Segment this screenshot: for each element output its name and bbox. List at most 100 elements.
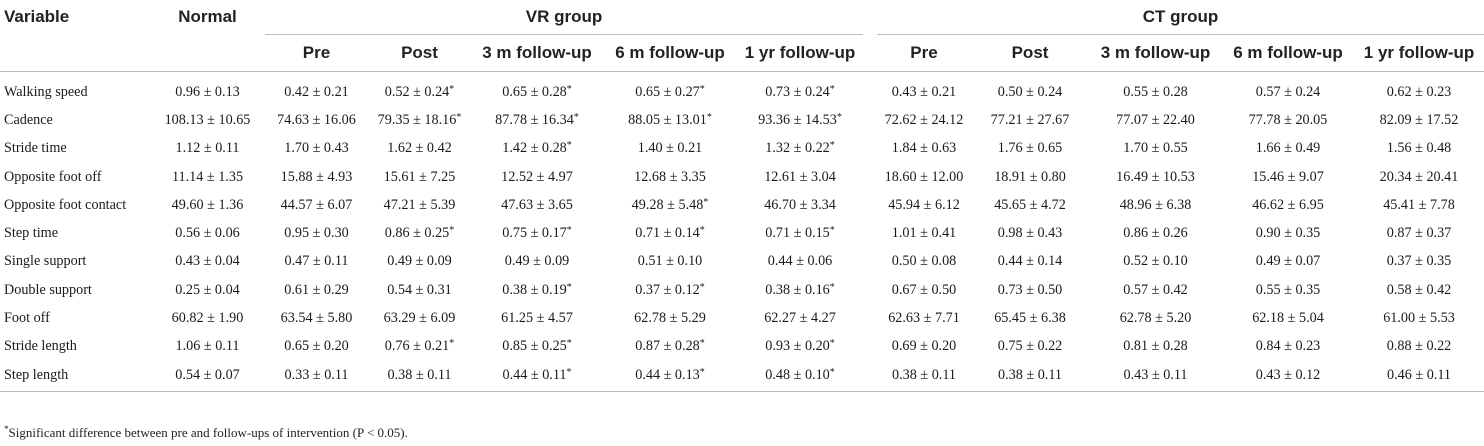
ct-value-cell: 0.43 ± 0.11: [1089, 360, 1223, 392]
header-vr-group: VR group: [265, 0, 864, 35]
normal-value-cell: 1.06 ± 0.11: [175, 338, 240, 355]
ct-value-cell: 0.58 ± 0.42: [1386, 281, 1452, 298]
ct-value-cell: 77.07 ± 22.40: [1116, 111, 1195, 128]
vr-value-cell: 15.61 ± 7.25: [383, 168, 456, 185]
normal-value-cell: 1.12 ± 0.11: [175, 140, 240, 157]
vr-value-cell: 0.95 ± 0.30: [284, 225, 349, 242]
variable-name-cell: Opposite foot contact: [4, 196, 127, 213]
gap-cell: [863, 72, 877, 107]
ct-value-cell: 0.84 ± 0.23: [1255, 338, 1321, 355]
header-ct-3m: 3 m follow-up: [1089, 34, 1223, 72]
ct-value-cell: 77.21 ± 27.67: [990, 111, 1070, 128]
ct-value-cell: 0.73 ± 0.50: [997, 281, 1063, 298]
ct-value-cell: 1.84 ± 0.63: [891, 140, 957, 157]
vr-value-cell: 0.93 ± 0.20*: [765, 338, 835, 355]
table-row: Double support 0.25 ± 0.04 0.61 ± 0.29 0.54…: [0, 276, 1484, 304]
ct-value-cell: 82.09 ± 17.52: [1379, 111, 1459, 128]
ct-value-cell: 0.50 ± 0.08: [891, 253, 957, 270]
vr-value-cell: 0.37 ± 0.12*: [635, 281, 705, 298]
vr-value-cell: 63.54 ± 5.80: [280, 310, 353, 327]
header-row-timepoints: Pre Post 3 m follow-up 6 m follow-up 1 y…: [0, 34, 1484, 72]
ct-value-cell: 0.38 ± 0.11: [971, 360, 1090, 392]
vr-value-cell: 0.61 ± 0.29: [284, 281, 349, 298]
normal-value-cell: 60.82 ± 1.90: [171, 310, 244, 327]
ct-value-cell: 0.87 ± 0.37: [1386, 225, 1452, 242]
ct-value-cell: 1.66 ± 0.49: [1255, 140, 1321, 157]
header-ct-pre: Pre: [877, 34, 972, 72]
vr-value-cell: 0.85 ± 0.25*: [502, 338, 572, 355]
header-vr-3m: 3 m follow-up: [471, 34, 603, 72]
vr-value-cell: 0.71 ± 0.15*: [765, 225, 835, 242]
vr-value-cell: 12.61 ± 3.04: [764, 168, 836, 185]
vr-value-cell: 79.35 ± 18.16*: [377, 111, 462, 128]
ct-value-cell: 0.49 ± 0.07: [1255, 253, 1321, 270]
ct-value-cell: 0.67 ± 0.50: [891, 281, 957, 298]
ct-value-cell: 0.62 ± 0.23: [1386, 83, 1452, 100]
header-vr-6m: 6 m follow-up: [603, 34, 737, 72]
ct-value-cell: 62.78 ± 5.20: [1119, 310, 1192, 327]
gap-cell: [863, 219, 877, 247]
vr-value-cell: 0.76 ± 0.21*: [384, 338, 455, 355]
vr-value-cell: 87.78 ± 16.34*: [495, 111, 579, 128]
table-row: Walking speed 0.96 ± 0.13 0.42 ± 0.21 0.52 …: [0, 72, 1484, 107]
table-row: Foot off 60.82 ± 1.90 63.54 ± 5.80 63.29 ± …: [0, 304, 1484, 332]
table-row: Cadence 108.13 ± 10.65 74.63 ± 16.06 79.35 …: [0, 106, 1484, 134]
ct-value-cell: 15.46 ± 9.07: [1252, 168, 1324, 185]
vr-value-cell: 15.88 ± 4.93: [280, 168, 353, 185]
normal-value-cell: 0.56 ± 0.06: [175, 225, 240, 242]
vr-value-cell: 0.65 ± 0.28*: [502, 83, 572, 100]
ct-value-cell: 0.75 ± 0.22: [997, 338, 1063, 355]
vr-value-cell: 49.28 ± 5.48*: [631, 196, 709, 213]
gap-cell: [863, 191, 877, 219]
vr-value-cell: 1.32 ± 0.22*: [765, 140, 835, 157]
header-blank: [150, 34, 265, 72]
header-ct-6m: 6 m follow-up: [1222, 34, 1355, 72]
normal-value-cell: 108.13 ± 10.65: [164, 111, 251, 128]
ct-value-cell: 0.57 ± 0.24: [1255, 83, 1321, 100]
ct-value-cell: 20.34 ± 20.41: [1379, 168, 1459, 185]
table-row: Step length 0.54 ± 0.07 0.33 ± 0.11 0.38 ± …: [0, 360, 1484, 392]
vr-value-cell: 47.63 ± 3.65: [501, 196, 573, 213]
vr-value-cell: 0.54 ± 0.31: [387, 281, 452, 298]
vr-value-cell: 61.25 ± 4.57: [501, 310, 573, 327]
vr-value-cell: 47.21 ± 5.39: [383, 196, 456, 213]
normal-value-cell: 0.54 ± 0.07: [150, 360, 265, 392]
vr-value-cell: 62.27 ± 4.27: [764, 310, 836, 327]
vr-value-cell: 0.47 ± 0.11: [284, 253, 349, 270]
vr-value-cell: 1.40 ± 0.21: [637, 140, 703, 157]
header-ct-group: CT group: [877, 0, 1484, 35]
ct-value-cell: 0.98 ± 0.43: [997, 225, 1063, 242]
vr-value-cell: 62.78 ± 5.29: [634, 310, 706, 327]
normal-value-cell: 49.60 ± 1.36: [171, 196, 244, 213]
footnote: *Significant difference between pre and …: [4, 424, 408, 441]
gap-cell: [863, 304, 877, 332]
vr-value-cell: 0.38 ± 0.19*: [502, 281, 572, 298]
vr-value-cell: 0.73 ± 0.24*: [765, 83, 835, 100]
vr-value-cell: 0.51 ± 0.10: [637, 253, 703, 270]
vr-value-cell: 0.48 ± 0.10*: [737, 360, 864, 392]
variable-name-cell: Cadence: [4, 111, 53, 128]
variable-name-cell: Stride time: [4, 140, 67, 157]
table-row: Opposite foot contact 49.60 ± 1.36 44.57 ±…: [0, 191, 1484, 219]
normal-value-cell: 0.96 ± 0.13: [175, 83, 240, 100]
table-row: Step time 0.56 ± 0.06 0.95 ± 0.30 0.86 ± 0.…: [0, 219, 1484, 247]
vr-value-cell: 12.68 ± 3.35: [634, 168, 706, 185]
ct-value-cell: 0.50 ± 0.24: [997, 83, 1063, 100]
vr-value-cell: 0.65 ± 0.27*: [635, 83, 705, 100]
ct-value-cell: 0.90 ± 0.35: [1255, 225, 1321, 242]
ct-value-cell: 1.70 ± 0.55: [1123, 140, 1188, 157]
vr-value-cell: 0.33 ± 0.11: [265, 360, 368, 392]
gap-cell: [863, 360, 878, 392]
vr-value-cell: 46.70 ± 3.34: [764, 196, 836, 213]
vr-value-cell: 0.49 ± 0.09: [504, 253, 570, 270]
ct-value-cell: 0.86 ± 0.26: [1123, 225, 1188, 242]
table-row: Opposite foot off 11.14 ± 1.35 15.88 ± 4.9…: [0, 163, 1484, 191]
ct-value-cell: 72.62 ± 24.12: [884, 111, 964, 128]
vr-value-cell: 44.57 ± 6.07: [280, 196, 353, 213]
footnote-text: Significant difference between pre and f…: [8, 425, 408, 440]
header-normal: Normal: [178, 7, 237, 27]
table-row: Stride time 1.12 ± 0.11 1.70 ± 0.43 1.62 ± …: [0, 135, 1484, 163]
header-gap: [863, 0, 877, 35]
table-row: Stride length 1.06 ± 0.11 0.65 ± 0.20 0.76 …: [0, 333, 1484, 361]
